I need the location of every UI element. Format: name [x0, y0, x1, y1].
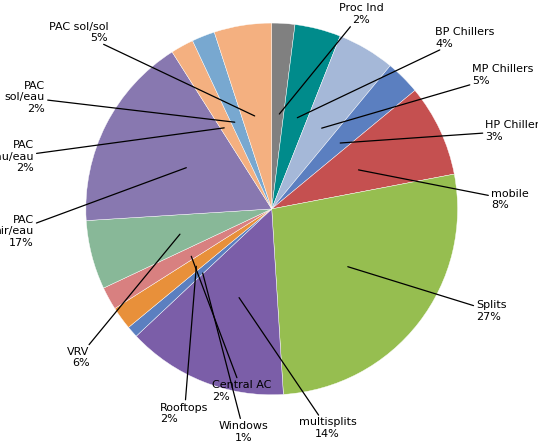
Wedge shape — [86, 52, 272, 220]
Text: mobile
8%: mobile 8% — [358, 170, 529, 210]
Text: Rooftops
2%: Rooftops 2% — [160, 266, 209, 424]
Text: Windows
1%: Windows 1% — [203, 273, 268, 441]
Wedge shape — [129, 209, 272, 336]
Text: HP Chillers
3%: HP Chillers 3% — [340, 120, 538, 143]
Text: PAC
eau/eau
2%: PAC eau/eau 2% — [0, 128, 224, 173]
Text: Splits
27%: Splits 27% — [348, 267, 507, 322]
Wedge shape — [115, 209, 272, 327]
Wedge shape — [272, 36, 390, 209]
Wedge shape — [272, 23, 295, 209]
Wedge shape — [172, 41, 272, 209]
Wedge shape — [214, 23, 272, 209]
Text: multisplits
14%: multisplits 14% — [239, 298, 356, 439]
Wedge shape — [136, 209, 284, 395]
Text: MP Chillers
5%: MP Chillers 5% — [322, 64, 534, 128]
Text: PAC sol/sol
5%: PAC sol/sol 5% — [48, 22, 254, 116]
Wedge shape — [272, 66, 415, 209]
Wedge shape — [272, 174, 458, 394]
Wedge shape — [103, 209, 272, 309]
Text: VRV
6%: VRV 6% — [67, 234, 180, 368]
Text: BP Chillers
4%: BP Chillers 4% — [298, 27, 494, 118]
Wedge shape — [193, 32, 272, 209]
Text: PAC
air/eau
17%: PAC air/eau 17% — [0, 168, 186, 248]
Text: PAC
sol/eau
2%: PAC sol/eau 2% — [5, 81, 235, 122]
Wedge shape — [272, 25, 340, 209]
Text: Proc Ind
2%: Proc Ind 2% — [279, 3, 383, 114]
Wedge shape — [86, 209, 272, 288]
Text: Central AC
2%: Central AC 2% — [192, 256, 272, 402]
Wedge shape — [272, 90, 454, 209]
